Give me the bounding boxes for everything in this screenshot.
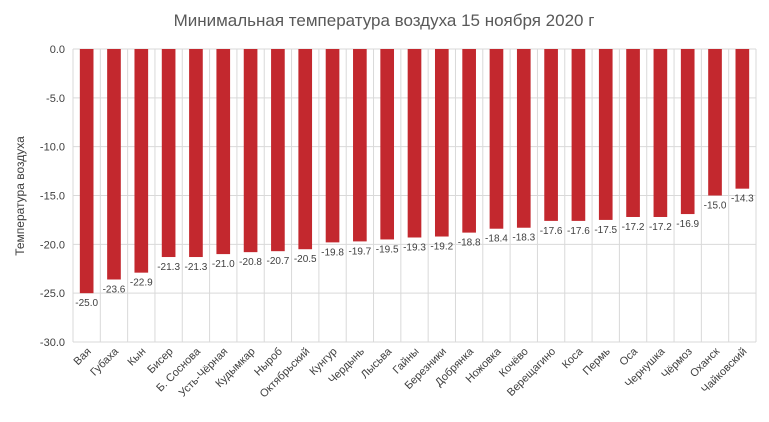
data-label: -19.2 <box>430 242 453 253</box>
x-tick-label: Вая <box>72 346 94 368</box>
data-label: -14.3 <box>731 194 754 205</box>
bar <box>161 49 176 258</box>
x-tick-label: Пермь <box>581 345 613 377</box>
bar <box>216 49 231 255</box>
data-label: -21.3 <box>185 262 208 273</box>
data-label: -15.0 <box>704 201 727 212</box>
bar <box>735 49 750 189</box>
y-tick-label: -25.0 <box>40 288 65 300</box>
data-label: -16.9 <box>676 219 699 230</box>
x-tick-label: Губаха <box>88 345 122 379</box>
data-label: -19.8 <box>321 247 344 258</box>
bar <box>653 49 668 217</box>
bar <box>708 49 722 196</box>
bars <box>79 49 750 294</box>
data-label: -17.6 <box>567 226 590 237</box>
bar <box>79 49 94 294</box>
y-axis-label: Температура воздуха <box>13 136 27 256</box>
y-tick-label: -5.0 <box>46 93 65 105</box>
x-tick-label: Лысьва <box>359 345 395 381</box>
bar <box>189 49 203 258</box>
data-label: -17.5 <box>594 225 617 236</box>
bar <box>544 49 558 221</box>
data-label: -18.4 <box>485 234 508 245</box>
x-tick-label: Кын <box>126 346 149 369</box>
bar <box>571 49 586 221</box>
bar <box>134 49 149 273</box>
gridlines <box>72 48 757 343</box>
data-label: -20.5 <box>294 254 317 265</box>
x-tick-label: Чёрмоз <box>659 346 694 381</box>
bar <box>516 49 531 228</box>
data-label: -17.2 <box>649 222 672 233</box>
data-labels: -25.0 -23.6 -22.9 -21.3 -21.3 -21.0 -20.8 -20.7… <box>75 194 754 310</box>
bar <box>598 49 613 220</box>
bar <box>271 49 285 252</box>
bar <box>489 49 504 229</box>
data-label: -23.6 <box>103 284 126 295</box>
bar <box>407 49 422 238</box>
data-label: -17.2 <box>622 222 645 233</box>
y-tick-label: -20.0 <box>40 239 65 251</box>
bar <box>434 49 449 237</box>
y-tick-label: -15.0 <box>40 191 65 203</box>
data-label: -25.0 <box>75 298 98 309</box>
bar <box>353 49 367 242</box>
data-label: -20.7 <box>267 256 290 267</box>
bar <box>626 49 640 217</box>
chart-title: Минимальная температура воздуха 15 ноябр… <box>174 11 595 30</box>
data-label: -21.0 <box>212 259 235 270</box>
data-label: -18.3 <box>512 233 535 244</box>
x-tick-label: Верещагино <box>505 346 558 399</box>
bar <box>380 49 395 240</box>
data-label: -19.3 <box>403 242 426 253</box>
data-label: -20.8 <box>239 257 262 268</box>
bar <box>243 49 258 253</box>
bar <box>298 49 313 250</box>
bar <box>325 49 340 243</box>
x-tick-label: Оса <box>617 345 640 368</box>
data-label: -19.5 <box>376 244 399 255</box>
data-label: -22.9 <box>130 278 153 289</box>
bar <box>107 49 121 280</box>
y-tick-label: -10.0 <box>40 142 65 154</box>
y-axis-ticks: 0.0 -5.0 -10.0 -15.0 -20.0 -25.0 -30.0 <box>40 44 65 349</box>
y-tick-label: -30.0 <box>40 337 65 349</box>
bar <box>680 49 695 215</box>
data-label: -21.3 <box>157 262 180 273</box>
bar <box>462 49 476 233</box>
y-tick-label: 0.0 <box>50 44 65 56</box>
data-label: -19.7 <box>348 246 371 257</box>
data-label: -18.8 <box>458 238 481 249</box>
data-label: -17.6 <box>540 226 563 237</box>
